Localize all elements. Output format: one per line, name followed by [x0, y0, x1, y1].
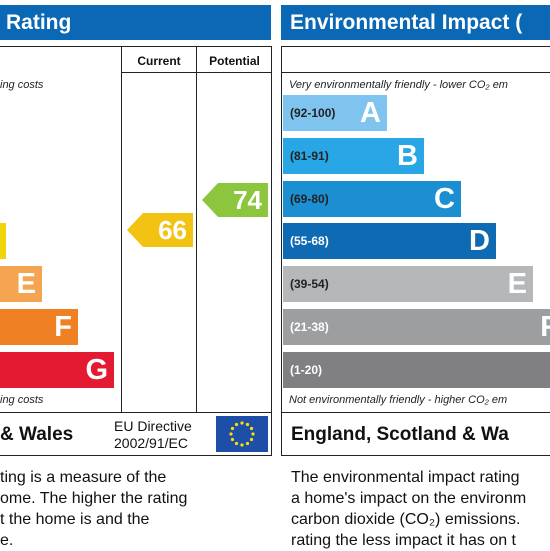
environmental-description-line: carbon dioxide (CO₂) emissions. — [291, 511, 521, 528]
eu-directive-line1: EU Directive — [114, 418, 192, 434]
energy-columns-underline — [121, 72, 272, 73]
energy-bar-e: E — [0, 266, 42, 302]
environmental-bar-range: (69-80) — [290, 192, 329, 206]
potential-rating-value: 74 — [233, 185, 262, 215]
environmental-bar-d: (55-68) D — [283, 223, 496, 259]
energy-rating-header: Rating — [0, 5, 271, 40]
current-column-header: Current — [137, 54, 181, 68]
environmental-bar-letter: A — [360, 96, 381, 129]
energy-footer-country: & Wales — [0, 424, 74, 445]
energy-rating-title: Rating — [6, 11, 72, 34]
environmental-bar-range: (39-54) — [290, 277, 329, 291]
environmental-bar-g: (1-20) — [283, 352, 550, 388]
energy-bar-letter: G — [85, 353, 108, 386]
environmental-bar-range: (55-68) — [290, 234, 329, 248]
energy-top-caption: ing costs — [0, 79, 44, 91]
environmental-bar-range: (21-38) — [290, 320, 329, 334]
environmental-bar-f: (21-38) F — [283, 309, 550, 345]
environmental-bottom-caption: Not environmentally friendly - higher CO… — [289, 394, 508, 406]
energy-description-line: t the home is and the — [0, 511, 150, 528]
energy-description-line: ome. The higher the rating — [0, 490, 188, 507]
environmental-bar-letter: C — [434, 182, 455, 215]
environmental-bar-a: (92-100) A — [283, 95, 387, 131]
environmental-bar-letter: E — [507, 267, 527, 300]
environmental-bar-letter: F — [540, 310, 550, 343]
environmental-impact-frame — [281, 46, 550, 456]
environmental-bar-range: (81-91) — [290, 149, 329, 163]
eu-directive-line2: 2002/91/EC — [114, 435, 188, 451]
energy-description-line: e. — [0, 532, 14, 549]
environmental-footer-country: England, Scotland & Wa — [291, 424, 509, 445]
eu-star — [230, 437, 235, 442]
eu-star — [249, 426, 254, 431]
energy-bar-letter: F — [54, 310, 72, 343]
energy-bottom-caption: ing costs — [0, 394, 44, 406]
eu-star — [245, 422, 250, 427]
eu-flag-icon — [216, 416, 268, 452]
energy-footer-divider — [0, 412, 272, 413]
environmental-bar-range: (92-100) — [290, 106, 336, 120]
environmental-bar-e: (39-54) E — [283, 266, 533, 302]
energy-bar-g: G — [0, 352, 114, 388]
environmental-bar-letter: B — [397, 139, 418, 172]
eu-star — [234, 422, 239, 427]
environmental-bar-range: (1-20) — [290, 363, 323, 377]
energy-bar-letter: E — [16, 267, 36, 300]
eu-star — [245, 441, 250, 446]
environmental-description-line: The environmental impact rating — [291, 469, 520, 486]
potential-rating-arrow: 74 — [202, 183, 268, 217]
environmental-bar-b: (81-91) B — [283, 138, 424, 174]
environmental-description-line: rating the less impact it has on t — [291, 532, 516, 549]
eu-directive-label: EU Directive 2002/91/EC — [114, 418, 192, 452]
energy-description-line: ting is a measure of the — [0, 469, 167, 486]
environmental-description-line: a home's impact on the environm — [291, 490, 527, 507]
eu-star — [229, 432, 233, 436]
eu-star — [249, 437, 254, 442]
energy-description: ting is a measure of the ome. The higher… — [0, 467, 272, 551]
environmental-top-line — [281, 72, 550, 73]
environmental-impact-title: Environmental Impact ( — [290, 11, 523, 34]
energy-current-divider — [121, 46, 122, 412]
eu-star — [240, 443, 244, 447]
current-rating-arrow: 66 — [127, 213, 193, 247]
eu-star — [234, 441, 239, 446]
energy-potential-divider — [196, 46, 197, 412]
environmental-bar-c: (69-80) C — [283, 181, 461, 217]
potential-column-header: Potential — [209, 54, 260, 68]
current-rating-value: 66 — [158, 215, 187, 245]
environmental-impact-header: Environmental Impact ( — [281, 5, 550, 40]
environmental-description: The environmental impact rating a home's… — [291, 467, 550, 551]
energy-rating-frame — [0, 46, 272, 456]
eu-star — [240, 421, 244, 425]
environmental-footer-divider — [281, 412, 550, 413]
energy-bar-f: F — [0, 309, 78, 345]
eu-star — [230, 426, 235, 431]
environmental-top-caption: Very environmentally friendly - lower CO… — [289, 79, 508, 91]
eu-star — [251, 432, 255, 436]
energy-bar-d — [0, 223, 6, 259]
environmental-bar-letter: D — [469, 224, 490, 257]
